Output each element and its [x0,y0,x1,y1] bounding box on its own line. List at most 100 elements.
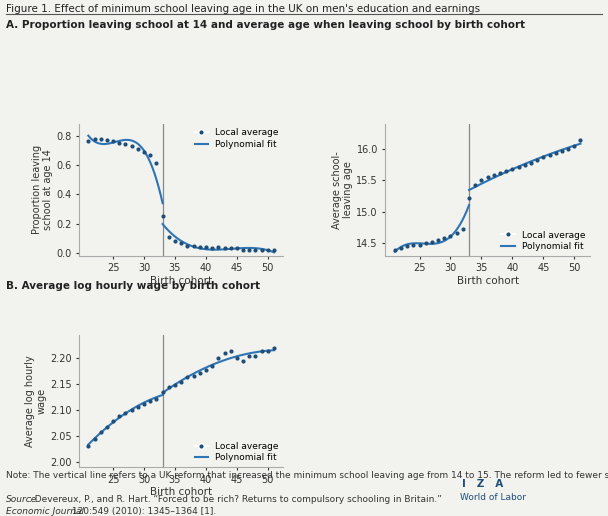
Point [151,159,161,168]
Point [232,245,242,253]
Text: : Devereux, P., and R. Hart. “Forced to be rich? Returns to compulsory schooling: : Devereux, P., and R. Hart. “Forced to … [29,495,444,504]
Point [170,381,180,390]
Legend: Local average, Polynomial fit: Local average, Polynomial fit [195,442,279,462]
Point [157,212,167,220]
Point [164,233,174,241]
Text: 120:549 (2010): 1345–1364 [1].: 120:549 (2010): 1345–1364 [1]. [69,507,216,515]
Y-axis label: Proportion leaving
school at age 14: Proportion leaving school at age 14 [32,146,54,234]
Point [207,245,217,253]
Point [120,140,130,149]
Point [213,354,223,362]
Text: Economic Journal: Economic Journal [6,507,84,515]
Point [557,147,567,155]
Point [409,241,418,249]
Point [396,244,406,252]
Point [458,224,468,233]
Point [520,161,530,169]
X-axis label: Birth cohort: Birth cohort [457,276,519,286]
Point [489,171,499,180]
Point [219,349,229,357]
Point [89,134,99,142]
Point [244,351,254,360]
Point [257,346,266,354]
Point [483,173,492,182]
Point [188,372,198,380]
Point [238,357,248,365]
Legend: Local average, Polynomial fit: Local average, Polynomial fit [195,128,279,149]
Point [263,346,273,354]
Point [89,434,99,443]
Text: Source: Source [6,495,37,504]
Point [207,362,217,370]
Y-axis label: Average school-
leaving age: Average school- leaving age [332,151,353,229]
Point [127,142,137,150]
Point [226,346,235,354]
Point [502,167,511,175]
Point [263,246,273,254]
Point [133,404,143,412]
Point [440,234,449,243]
Point [219,245,229,253]
Point [83,442,93,450]
Point [269,344,279,352]
Text: A. Proportion leaving school at 14 and average age when leaving school by birth : A. Proportion leaving school at 14 and a… [6,20,525,29]
Point [188,241,198,250]
Point [495,169,505,177]
Point [576,135,586,143]
Point [551,149,561,157]
Point [176,238,186,247]
X-axis label: Birth cohort: Birth cohort [150,276,212,286]
Text: I   Z   A: I Z A [462,479,503,489]
Point [164,383,174,391]
Point [83,137,93,146]
Point [570,142,579,150]
Point [139,400,149,408]
Point [464,194,474,202]
Point [545,151,554,159]
Point [427,238,437,246]
Point [257,246,266,254]
X-axis label: Birth cohort: Birth cohort [150,488,212,497]
Point [508,165,517,173]
Point [452,229,461,237]
Point [170,237,180,245]
Point [446,232,455,240]
Point [563,145,573,153]
Text: World of Labor: World of Labor [460,493,526,502]
Point [127,406,137,414]
Point [145,397,155,405]
Point [96,428,106,436]
Point [232,354,242,362]
Point [532,156,542,165]
Point [139,148,149,156]
Point [114,412,124,421]
Point [157,388,167,396]
Point [514,163,523,171]
Point [151,395,161,403]
Point [108,417,118,426]
Point [526,159,536,167]
Point [471,181,480,189]
Point [226,245,235,253]
Point [102,423,112,431]
Point [434,236,443,244]
Point [201,243,211,251]
Point [213,243,223,251]
Point [145,151,155,159]
Point [108,137,118,146]
Y-axis label: Average log hourly
wage: Average log hourly wage [26,355,47,447]
Point [195,243,205,251]
Point [238,246,248,254]
Point [182,241,192,250]
Point [539,153,548,162]
Point [133,144,143,153]
Point [176,378,186,386]
Point [477,176,486,185]
Point [402,243,412,251]
Point [102,136,112,144]
Point [201,365,211,374]
Point [96,134,106,142]
Text: Note: The vertical line refers to a UK reform that increased the minimum school : Note: The vertical line refers to a UK r… [6,471,608,479]
Point [390,246,399,254]
Point [421,239,430,247]
